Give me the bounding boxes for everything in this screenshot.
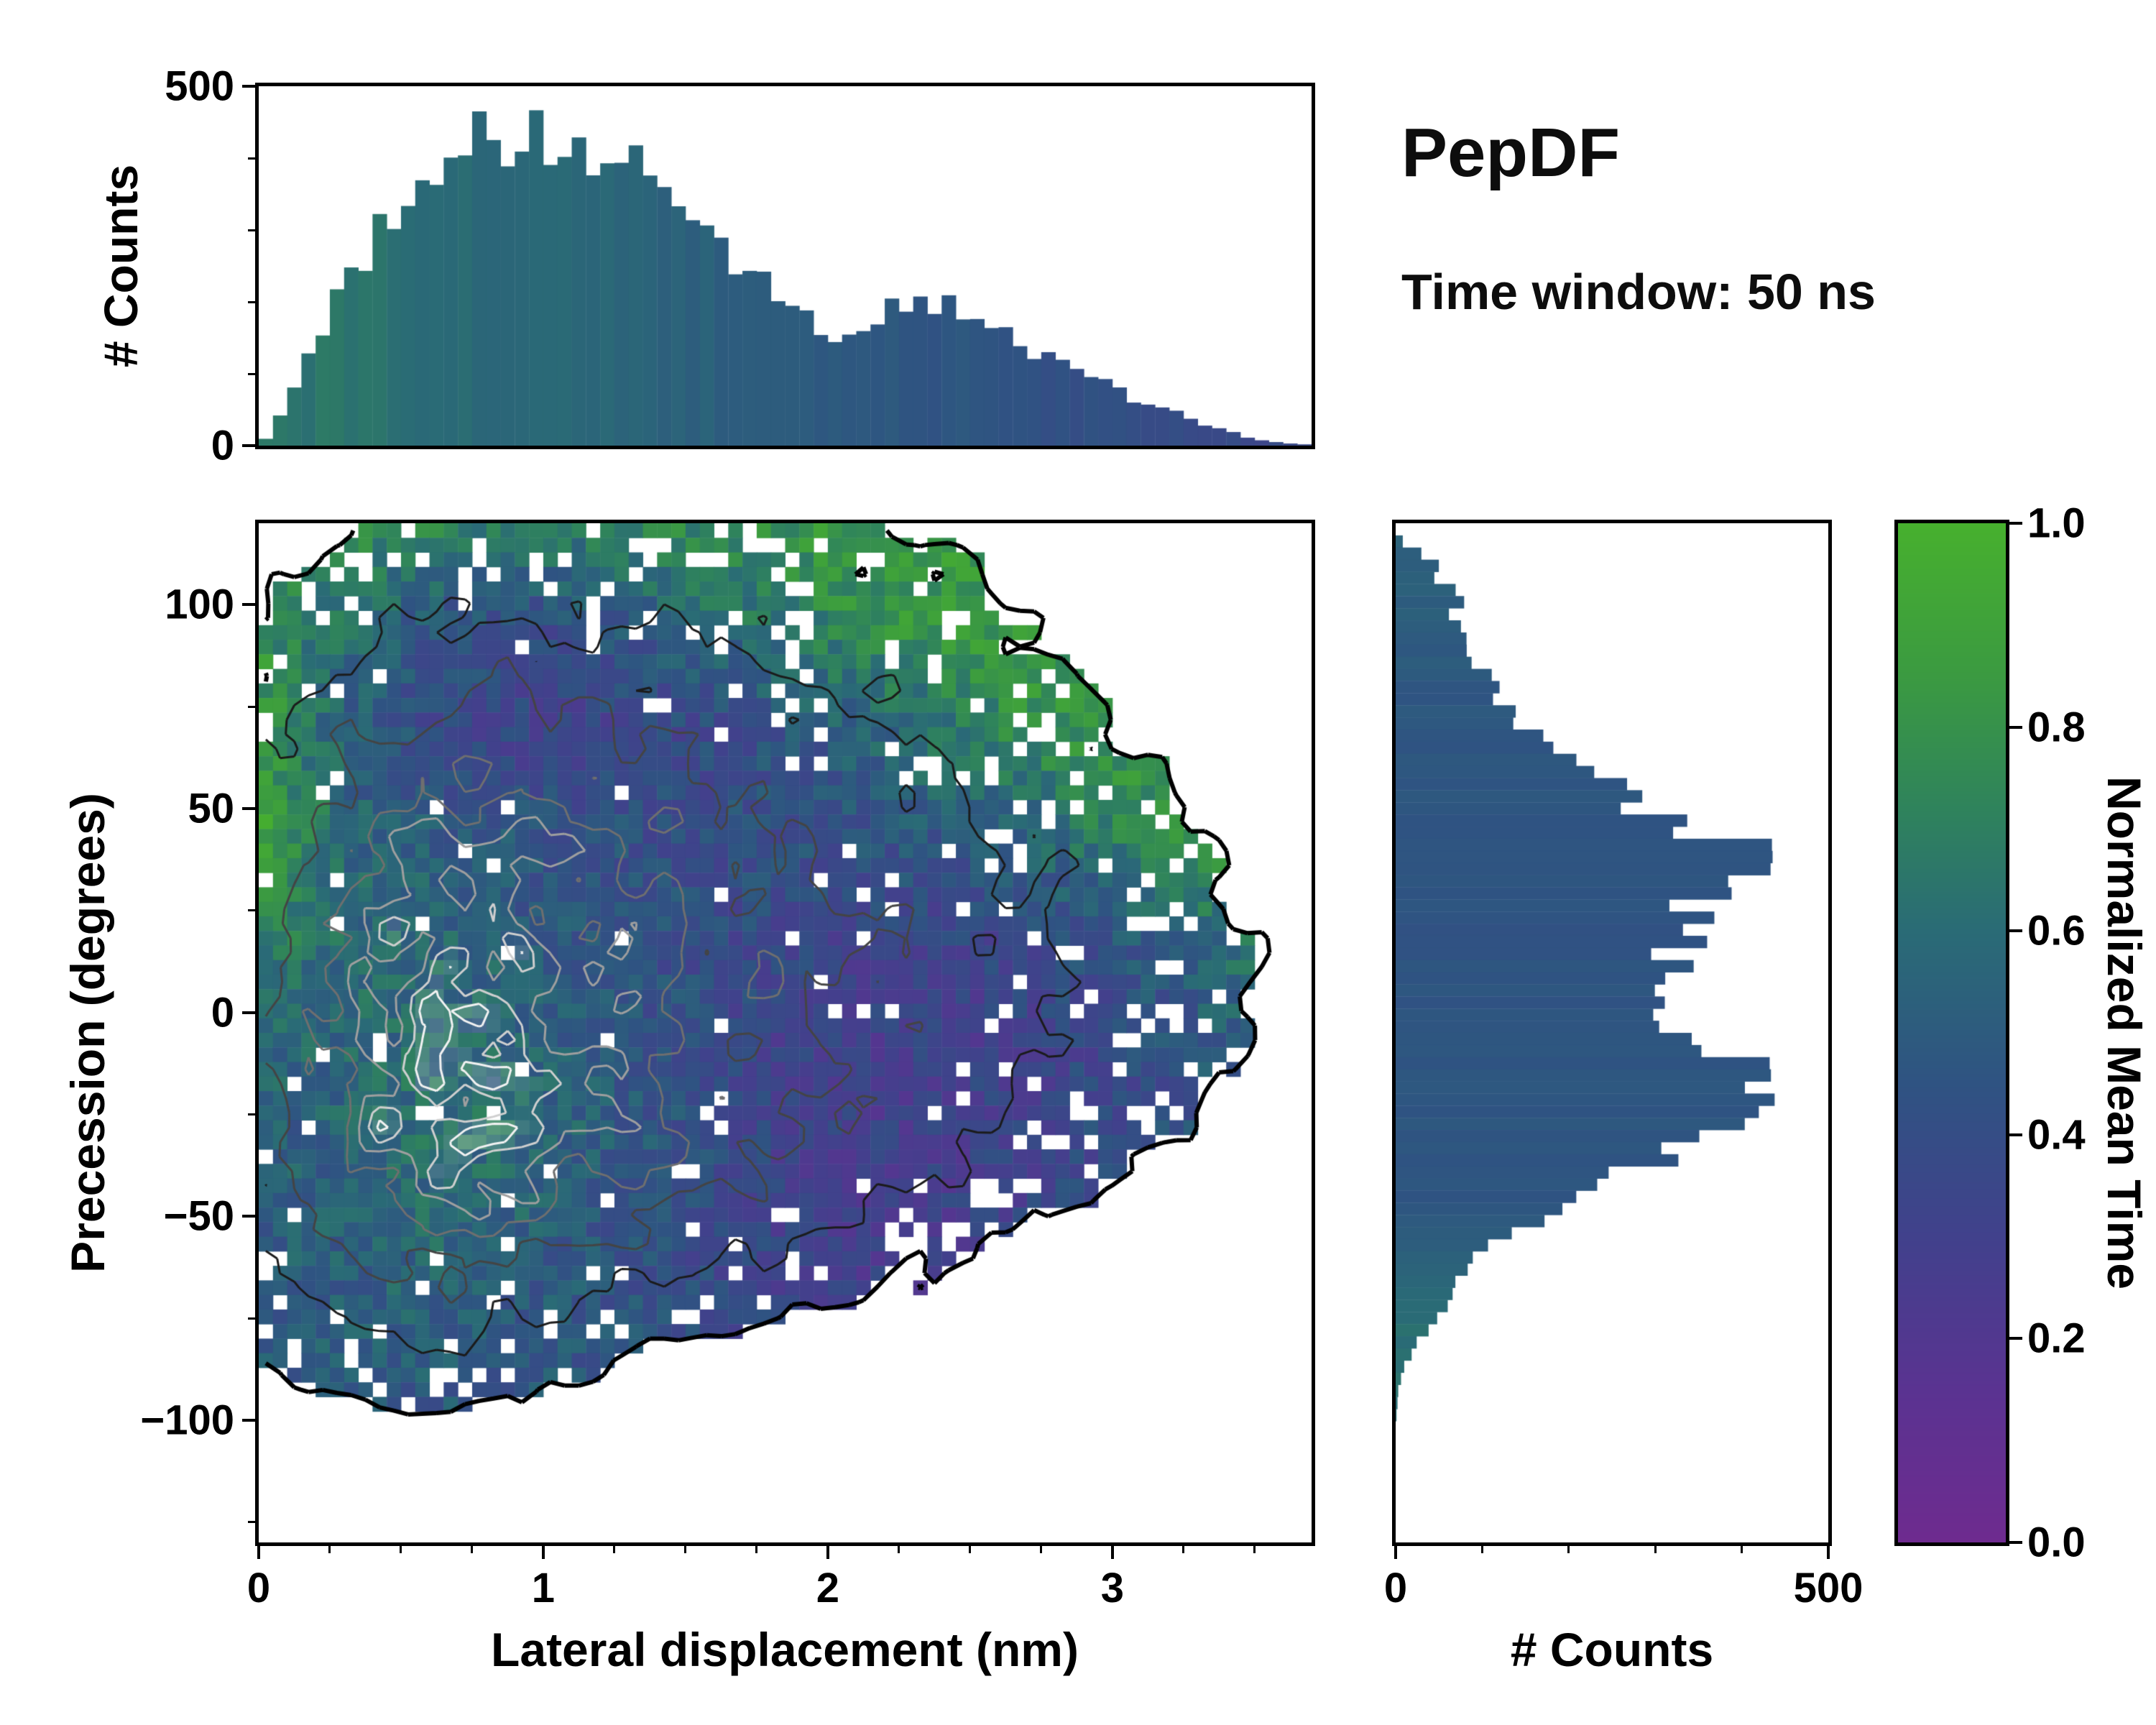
minor-tick-mark (1253, 1546, 1256, 1553)
tick-label: 0.2 (2027, 1315, 2086, 1362)
tick-mark (242, 807, 255, 811)
tick-mark (242, 1011, 255, 1014)
tick-mark (541, 1546, 545, 1559)
minor-tick-mark (248, 372, 255, 375)
tick-mark (1110, 1546, 1114, 1559)
tick-mark (257, 1546, 260, 1559)
tick-label: 0 (247, 1565, 271, 1611)
tick-label: 0.8 (2027, 704, 2086, 751)
minor-tick-mark (248, 157, 255, 160)
minor-tick-mark (613, 1546, 616, 1553)
tick-label: 0 (211, 422, 234, 469)
tick-label: −100 (140, 1397, 234, 1444)
top-histogram-y-axis-label: # Counts (94, 164, 147, 368)
tick-label: 2 (816, 1565, 840, 1611)
tick-label: 0 (211, 989, 234, 1036)
tick-label: 0.4 (2027, 1111, 2086, 1159)
right-histogram-axes: 0 500 (1384, 520, 1863, 1611)
right-histogram-canvas (1396, 523, 1828, 1542)
top-histogram-axes: 0 500 (165, 63, 1315, 469)
tick-label: 500 (165, 63, 234, 110)
minor-tick-mark (1182, 1546, 1185, 1553)
minor-tick-mark (248, 1317, 255, 1320)
tick-mark (2009, 725, 2022, 729)
tick-label: 1 (531, 1565, 556, 1611)
minor-tick-mark (248, 1113, 255, 1116)
tick-mark (1827, 1546, 1830, 1559)
tick-mark (242, 85, 255, 88)
tick-label: −50 (163, 1192, 234, 1240)
minor-tick-mark (1480, 1546, 1483, 1553)
heatmap-canvas (259, 523, 1312, 1542)
tick-label: 50 (188, 785, 234, 832)
tick-label: 1.0 (2027, 500, 2086, 547)
colorbar-axes: 0.0 0.2 0.4 0.6 0.8 1.0 (1894, 500, 2086, 1566)
tick-mark (242, 444, 255, 447)
minor-tick-mark (684, 1546, 687, 1553)
tick-mark (242, 1215, 255, 1218)
time-window-annotation: Time window: 50 ns (1401, 264, 1876, 320)
minor-tick-mark (969, 1546, 972, 1553)
top-histogram-canvas (259, 86, 1312, 446)
minor-tick-mark (1741, 1546, 1743, 1553)
tick-label: 3 (1100, 1565, 1124, 1611)
tick-label: 100 (165, 581, 234, 628)
tick-label: 500 (1793, 1565, 1864, 1611)
minor-tick-mark (755, 1546, 758, 1553)
y-axis-label: Precession (degrees) (61, 793, 114, 1273)
minor-tick-mark (1567, 1546, 1570, 1553)
minor-tick-mark (1040, 1546, 1043, 1553)
plot-title: PepDF (1401, 114, 1621, 191)
tick-mark (2009, 1337, 2022, 1340)
tick-mark (2009, 1541, 2022, 1544)
tick-label: 0 (1383, 1565, 1408, 1611)
tick-mark (242, 603, 255, 607)
colorbar-label: Normalized Mean Time (2098, 776, 2151, 1289)
minor-tick-mark (898, 1546, 900, 1553)
tick-mark (2009, 522, 2022, 525)
minor-tick-mark (248, 705, 255, 708)
x-axis-label: Lateral displacement (nm) (491, 1623, 1079, 1676)
tick-label: 0.0 (2027, 1519, 2086, 1566)
minor-tick-mark (248, 909, 255, 912)
tick-label: 0.6 (2027, 907, 2086, 954)
minor-tick-mark (328, 1546, 331, 1553)
tick-mark (2009, 1133, 2022, 1136)
tick-mark (242, 1418, 255, 1422)
heatmap-axes: 0 1 2 3 −100 −50 0 50 100 (140, 520, 1315, 1611)
minor-tick-mark (400, 1546, 402, 1553)
right-histogram-x-axis-label: # Counts (1510, 1623, 1714, 1676)
minor-tick-mark (471, 1546, 474, 1553)
tick-mark (2009, 929, 2022, 933)
minor-tick-mark (1654, 1546, 1657, 1553)
tick-mark (1394, 1546, 1397, 1559)
minor-tick-mark (248, 1521, 255, 1524)
colorbar-canvas (1898, 523, 2006, 1542)
tick-mark (826, 1546, 829, 1559)
minor-tick-mark (248, 300, 255, 303)
minor-tick-mark (248, 229, 255, 231)
